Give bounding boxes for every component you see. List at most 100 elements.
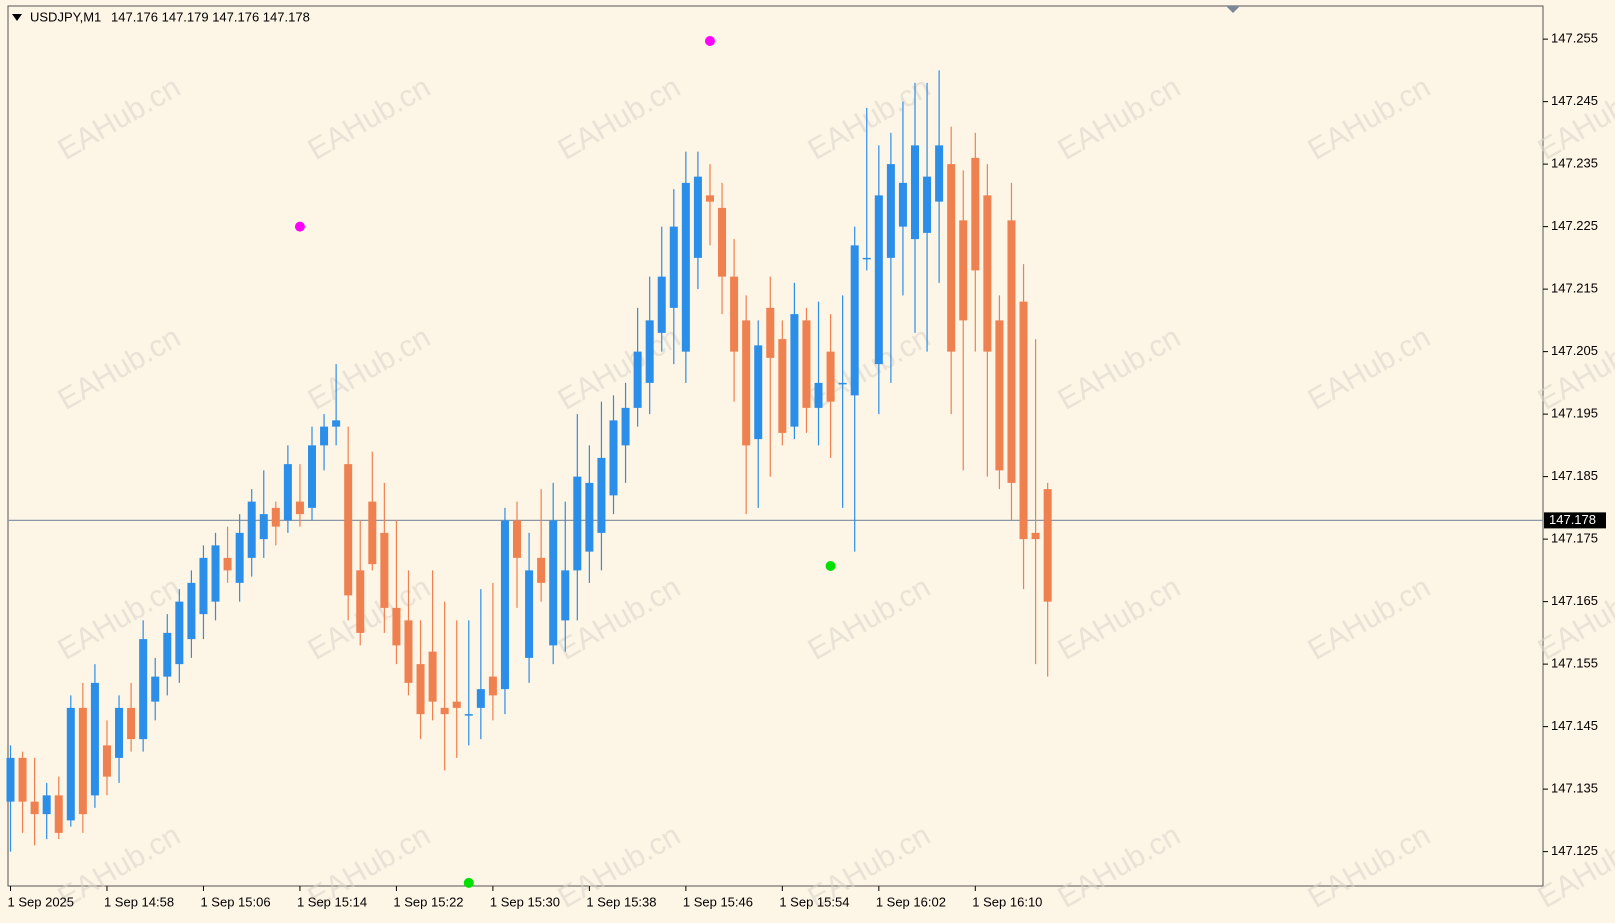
candle-body: [947, 164, 956, 352]
candle-body: [42, 795, 51, 815]
candle-body: [537, 557, 546, 583]
candle-body: [18, 757, 27, 802]
quote: 147.176 147.179 147.176 147.178: [111, 9, 310, 24]
y-tick-label: 147.155: [1551, 656, 1598, 671]
signal-dot: [825, 561, 836, 571]
x-tick-label: 1 Sep 15:14: [297, 894, 367, 909]
current-price-label: 147.178: [1549, 512, 1596, 527]
y-tick-label: 147.255: [1551, 31, 1598, 46]
candle-body: [898, 182, 907, 227]
candle-body: [187, 582, 196, 640]
y-tick-label: 147.195: [1551, 406, 1598, 421]
candle-body: [730, 276, 739, 352]
x-tick-label: 1 Sep 15:54: [779, 894, 849, 909]
candle-body: [235, 532, 244, 583]
candle-body: [452, 701, 461, 708]
y-tick-label: 147.215: [1551, 281, 1598, 296]
candle-body: [874, 195, 883, 365]
y-tick-label: 147.185: [1551, 468, 1598, 483]
candle-body: [549, 520, 558, 646]
candle-body: [404, 620, 413, 683]
candle-body: [513, 520, 522, 558]
symbol: USDJPY,M1: [30, 9, 101, 24]
candle-body: [320, 426, 329, 446]
candle-body: [826, 351, 835, 402]
x-tick-label: 1 Sep 15:30: [490, 894, 560, 909]
candle-body: [332, 420, 341, 427]
candle-body: [500, 520, 509, 690]
candle-body: [935, 145, 944, 202]
candle-body: [645, 320, 654, 383]
y-tick-label: 147.205: [1551, 343, 1598, 358]
y-tick-label: 147.165: [1551, 593, 1598, 608]
candle-body: [247, 501, 256, 558]
candle-body: [923, 176, 932, 233]
candle-body: [971, 157, 980, 271]
candle-body: [778, 339, 787, 433]
candle-body: [693, 176, 702, 258]
candle-body: [344, 464, 353, 596]
y-tick-label: 147.225: [1551, 218, 1598, 233]
candle-body: [1031, 532, 1040, 540]
signal-dot: [704, 36, 715, 46]
current-price-box: [1544, 512, 1606, 529]
candle-body: [283, 464, 292, 521]
x-tick-label: 1 Sep 15:46: [683, 894, 753, 909]
candle-body: [139, 639, 148, 740]
candle-body: [1043, 489, 1052, 602]
candle-body: [428, 651, 437, 702]
candle-body: [983, 195, 992, 352]
watermark: EAHub.cn: [1532, 819, 1615, 915]
candle-body: [585, 482, 594, 552]
watermark: EAHub.cn: [1532, 571, 1615, 667]
candle-body: [561, 570, 570, 621]
candle-body: [573, 476, 582, 571]
candle-body: [705, 195, 714, 202]
candle-body: [1007, 220, 1016, 483]
x-tick-label: 1 Sep 15:38: [586, 894, 656, 909]
candle-body: [464, 714, 473, 716]
candle-body: [211, 545, 220, 602]
y-tick-label: 147.175: [1551, 531, 1598, 546]
candle-body: [392, 607, 401, 646]
x-tick-label: 1 Sep 2025: [8, 894, 75, 909]
candle-body: [175, 601, 184, 665]
signal-dot: [463, 877, 474, 888]
candle-body: [6, 757, 15, 802]
candle-body: [850, 245, 859, 396]
candle-body: [838, 382, 847, 385]
candle-body: [368, 501, 377, 565]
candle-body: [742, 320, 751, 446]
candle-body: [78, 707, 87, 815]
plot-frame: [7, 5, 1544, 887]
candle-body: [54, 795, 63, 833]
candle-body: [718, 207, 727, 277]
y-tick-label: 147.125: [1551, 843, 1598, 858]
candle-body: [66, 707, 75, 821]
candle-body: [790, 314, 799, 427]
candle-body: [223, 557, 232, 571]
candle-body: [911, 145, 919, 240]
candle-body: [308, 445, 316, 508]
candle-body: [380, 532, 389, 608]
candle-body: [886, 164, 895, 258]
candle-body: [127, 707, 136, 740]
candle-body: [525, 570, 534, 658]
y-tick-label: 147.245: [1551, 93, 1598, 108]
candle-body: [657, 276, 666, 333]
candle-body: [259, 514, 268, 540]
x-tick-label: 1 Sep 15:22: [393, 894, 463, 909]
shift-marker: [1226, 6, 1240, 13]
x-tick-label: 1 Sep 16:10: [972, 894, 1042, 909]
menu-arrow[interactable]: [12, 14, 22, 21]
signal-dot: [294, 221, 305, 232]
candle-body: [959, 220, 968, 321]
candle-body: [295, 501, 304, 515]
candle-body: [488, 676, 497, 696]
watermark: EAHub.cn: [1532, 321, 1615, 417]
x-tick-label: 1 Sep 16:02: [876, 894, 946, 909]
candle-body: [115, 707, 124, 758]
x-tick-label: 1 Sep 15:06: [200, 894, 270, 909]
